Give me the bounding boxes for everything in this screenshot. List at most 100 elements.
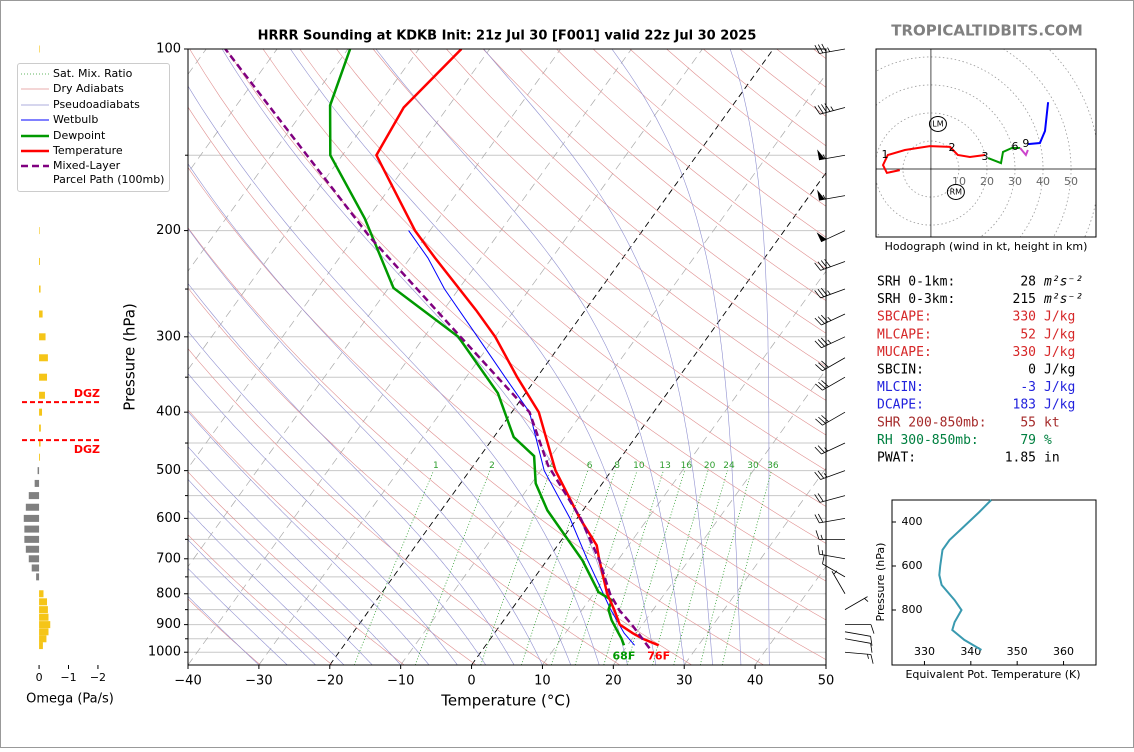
omega-bar: [26, 504, 39, 511]
x-tick-label: 0: [467, 674, 475, 689]
mixing-ratio-label: 1: [433, 461, 439, 471]
stat-label: MLCAPE:: [877, 327, 932, 342]
x-tick-label: 10: [534, 674, 551, 689]
omega-bar: [39, 606, 48, 613]
theta-e-x-tick-label: 360: [1053, 645, 1074, 658]
mixing-ratio-label: 30: [747, 461, 759, 471]
legend-swatch: [21, 129, 49, 143]
height-label: 2: [948, 141, 955, 154]
stat-value: 215: [1013, 292, 1036, 307]
y-tick-label: 200: [156, 223, 181, 238]
legend-entry: Wetbulb: [18, 113, 169, 127]
theta-e-y-title: Pressure (hPa): [874, 543, 887, 622]
mixing-ratio-label: 8: [614, 461, 620, 471]
mixing-ratio-label: 10: [633, 461, 645, 471]
theta-e-y-tick-label: 800: [902, 603, 923, 616]
omega-bar: [39, 454, 40, 461]
theta-e-x-tick-label: 330: [914, 645, 935, 658]
stat-unit: in: [1044, 451, 1060, 466]
y-tick-label: 900: [156, 617, 181, 632]
legend-label: Temperature: [53, 144, 123, 158]
dgz-label: DGZ: [74, 443, 100, 456]
stat-unit: J/kg: [1044, 310, 1075, 325]
omega-bar: [39, 614, 48, 621]
stat-value: -3: [1020, 380, 1036, 395]
surface-label: 68F: [613, 649, 636, 662]
y-tick-label: 500: [156, 463, 181, 478]
mixing-ratio-label: 36: [767, 461, 779, 471]
height-label: 3: [982, 150, 989, 163]
mixing-ratio-label: 20: [704, 461, 716, 471]
stat-label: PWAT:: [877, 451, 916, 466]
storm-motion-label: LM: [932, 119, 943, 128]
x-axis-title: Temperature (°C): [440, 692, 570, 710]
omega-bar: [29, 492, 39, 499]
stat-label: SHR 200-850mb:: [877, 415, 987, 430]
mixing-ratio-label: 6: [587, 461, 593, 471]
dgz-label: DGZ: [74, 387, 100, 400]
stat-value: 0: [1028, 363, 1036, 378]
y-tick-label: 800: [156, 586, 181, 601]
y-axis-title: Pressure (hPa): [121, 303, 139, 411]
x-tick-label: −20: [316, 674, 343, 689]
storm-motion-label: RM: [950, 187, 963, 196]
omega-bar: [39, 354, 48, 361]
theta-e-y-tick-label: 600: [902, 559, 923, 572]
omega-bar: [39, 227, 40, 234]
x-tick-label: −40: [174, 674, 201, 689]
stat-label: SRH 0-3km:: [877, 292, 955, 307]
omega-x-tick-label: −1: [60, 671, 76, 684]
height-label: 9: [1022, 137, 1029, 150]
omega-bar: [39, 374, 47, 381]
stat-unit: %: [1044, 433, 1052, 448]
omega-bar: [39, 621, 50, 628]
legend-label: Dry Adiabats: [53, 82, 124, 96]
stat-value: 55: [1020, 415, 1036, 430]
mixing-ratio-label: 24: [723, 461, 735, 471]
mixing-ratio-label: 2: [489, 461, 495, 471]
omega-bar: [39, 286, 40, 293]
x-tick-label: 40: [747, 674, 764, 689]
legend-swatch: [21, 82, 49, 96]
legend-entry: Sat. Mix. Ratio: [18, 67, 169, 81]
legend-swatch: [21, 159, 49, 173]
theta-e-x-tick-label: 350: [1007, 645, 1028, 658]
omega-bar: [39, 598, 47, 605]
omega-bar: [26, 546, 39, 553]
omega-bar: [24, 536, 39, 543]
mixing-ratio-label: 13: [659, 461, 670, 471]
hodograph-tick-label: 50: [1064, 175, 1078, 188]
mixing-ratio-label: 16: [681, 461, 693, 471]
omega-bar: [39, 628, 48, 635]
legend-swatch: [21, 113, 49, 127]
watermark: TROPICALTIDBITS.COM: [891, 22, 1083, 40]
legend-entry: Dry Adiabats: [18, 82, 169, 96]
omega-bar: [39, 425, 41, 432]
x-tick-label: 30: [676, 674, 693, 689]
stat-value: 183: [1013, 398, 1036, 413]
stat-label: DCAPE:: [877, 398, 924, 413]
height-label: 1: [881, 148, 888, 161]
omega-x-tick-label: −2: [90, 671, 106, 684]
stat-value: 52: [1020, 327, 1036, 342]
omega-bar: [29, 555, 39, 562]
omega-bar: [39, 46, 40, 53]
stat-unit: kt: [1044, 415, 1060, 430]
stat-value: 330: [1013, 310, 1036, 325]
omega-x-tick-label: 0: [36, 671, 43, 684]
stat-unit: J/kg: [1044, 363, 1075, 378]
omega-bar: [39, 635, 46, 642]
height-label: 6: [1012, 140, 1019, 153]
stat-unit: m²s⁻²: [1043, 275, 1083, 290]
omega-axis-title: Omega (Pa/s): [26, 692, 114, 707]
hodograph-tick-label: 30: [1008, 175, 1022, 188]
omega-bar: [39, 590, 43, 597]
legend-label: Pseudoadiabats: [53, 98, 140, 112]
chart-title: HRRR Sounding at KDKB Init: 21z Jul 30 […: [258, 29, 757, 44]
y-tick-label: 400: [156, 405, 181, 420]
omega-bar: [38, 467, 39, 474]
legend-label: Wetbulb: [53, 113, 98, 127]
stat-value: 330: [1013, 345, 1036, 360]
